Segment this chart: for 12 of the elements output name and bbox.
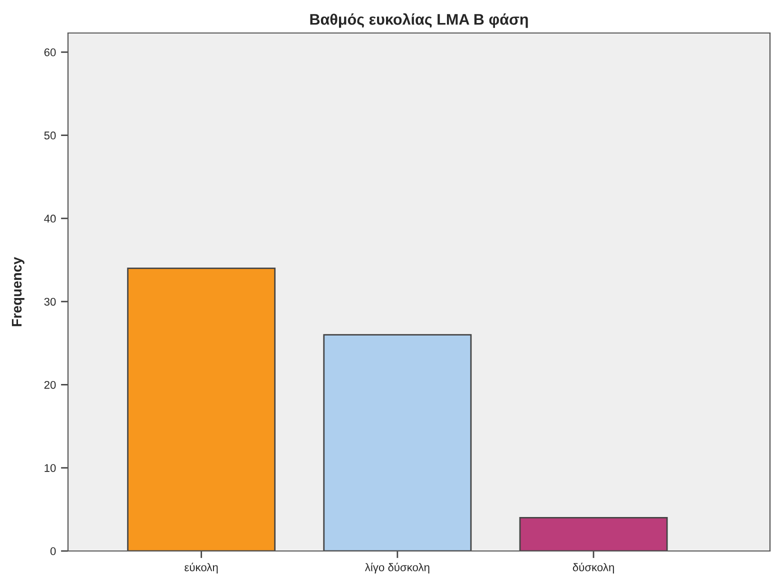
x-tick-label: λίγο δύσκολη: [364, 562, 430, 574]
y-tick-label: 60: [44, 48, 56, 56]
y-tick-label: 10: [44, 464, 56, 472]
chart-title: Βαθμός ευκολίας LMA B φάση: [310, 13, 528, 28]
y-tick-label: 0: [50, 547, 56, 556]
y-tick-label: 40: [44, 214, 56, 223]
y-tick-label: 50: [44, 132, 56, 140]
y-axis-title: Frequency: [12, 256, 24, 326]
x-tick-label: δύσκολη: [572, 562, 614, 574]
y-tick-label: 30: [44, 298, 56, 306]
y-tick-label: 20: [44, 380, 56, 389]
x-tick-label: εύκολη: [184, 562, 218, 574]
